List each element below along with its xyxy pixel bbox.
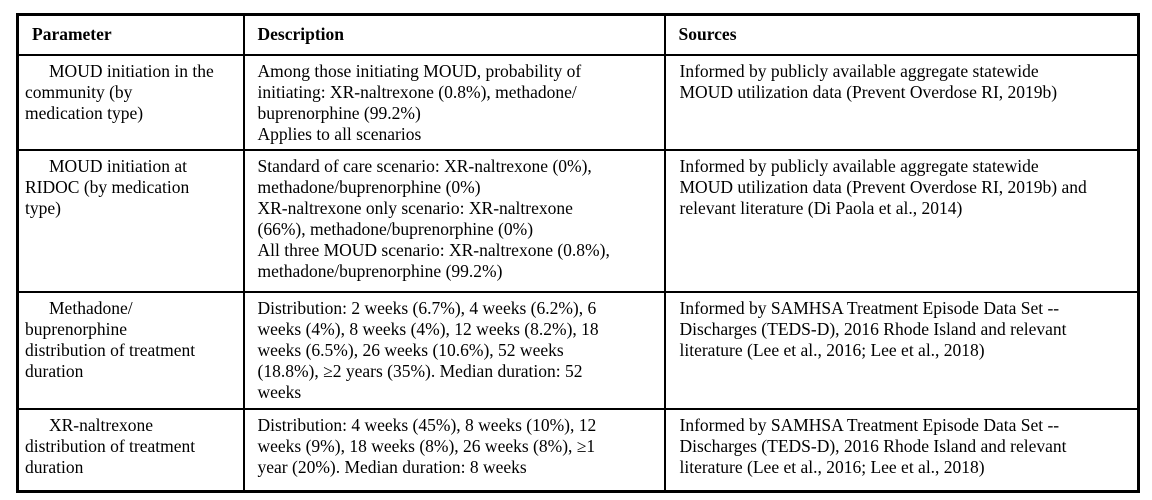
sources-cell: Informed by publicly available aggregate…	[663, 53, 1140, 151]
parameter-cell: Methadone/ buprenorphine distribution of…	[16, 290, 245, 410]
table-row-moud-initiation-ridoc: MOUD initiation at RIDOC (by medication …	[16, 148, 1140, 293]
parameter-cell: MOUD initiation at RIDOC (by medication …	[16, 148, 245, 293]
sources-cell: Informed by publicly available aggregate…	[663, 148, 1140, 293]
description-cell: Distribution: 2 weeks (6.7%), 4 weeks (6…	[242, 290, 666, 410]
parameter-cell: XR-naltrexone distribution of treatment …	[16, 407, 245, 493]
column-header-parameter: Parameter	[16, 13, 245, 56]
description-cell: Among those initiating MOUD, probability…	[242, 53, 666, 151]
description-cell: Distribution: 4 weeks (45%), 8 weeks (10…	[242, 407, 666, 493]
table-header-row: Parameter Description Sources	[16, 13, 1140, 56]
parameter-cell: MOUD initiation in the community (by med…	[16, 53, 245, 151]
parameters-table: Parameter Description Sources MOUD initi…	[16, 13, 1140, 493]
column-header-description: Description	[242, 13, 666, 56]
sources-cell: Informed by SAMHSA Treatment Episode Dat…	[663, 407, 1140, 493]
column-header-sources: Sources	[663, 13, 1140, 56]
description-cell: Standard of care scenario: XR-naltrexone…	[242, 148, 666, 293]
table-row-xr-naltrexone-duration: XR-naltrexone distribution of treatment …	[16, 407, 1140, 493]
sources-cell: Informed by SAMHSA Treatment Episode Dat…	[663, 290, 1140, 410]
table-row-methadone-buprenorphine-duration: Methadone/ buprenorphine distribution of…	[16, 290, 1140, 410]
table-row-moud-initiation-community: MOUD initiation in the community (by med…	[16, 53, 1140, 151]
